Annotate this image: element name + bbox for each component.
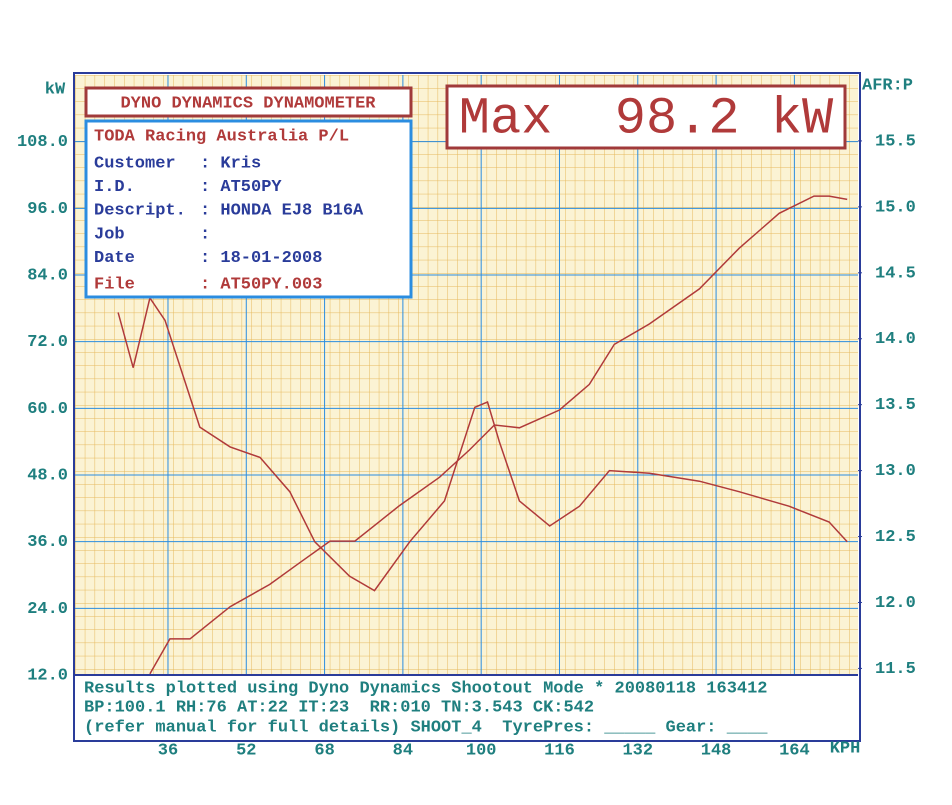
info-box xyxy=(84,119,413,299)
y2-tick-label: 13.0 xyxy=(875,462,916,481)
y-axis-label: kW xyxy=(45,80,66,99)
x-tick-label: 100 xyxy=(466,741,497,760)
footer-line: BP:100.1 RH:76 AT:22 IT:23 RR:010 TN:3.5… xyxy=(84,698,594,717)
y2-tick-label: 12.0 xyxy=(875,594,916,613)
lines xyxy=(117,195,848,675)
info-value: : AT50PY.003 xyxy=(200,275,322,294)
y-tick-label: 108.0 xyxy=(17,133,68,152)
info-label: Job xyxy=(94,225,125,244)
x-tick-label: 116 xyxy=(544,741,575,760)
info-label: Customer xyxy=(94,154,176,173)
y2-tick-label: 14.0 xyxy=(875,330,916,349)
footer-line: Results plotted using Dyno Dynamics Shoo… xyxy=(84,679,768,698)
series-line xyxy=(117,296,848,592)
footer-line: (refer manual for full details) SHOOT_4 … xyxy=(84,718,768,737)
y2-tick-label: 13.5 xyxy=(875,396,916,415)
x-tick-label: 84 xyxy=(393,741,413,760)
y2-tick-label: 11.5 xyxy=(875,660,916,679)
x-tick-label: 36 xyxy=(158,741,178,760)
info-value: : 18-01-2008 xyxy=(200,249,322,268)
y-tick-label: 84.0 xyxy=(27,266,68,285)
x-axis-label: KPH xyxy=(830,739,861,758)
max-box xyxy=(445,84,847,150)
y2-tick-label: 14.5 xyxy=(875,264,916,283)
frame xyxy=(73,72,861,742)
y2-axis-label: AFR:P xyxy=(862,76,913,95)
y-tick-label: 36.0 xyxy=(27,533,68,552)
x-tick-label: 148 xyxy=(701,741,732,760)
info-label: I.D. xyxy=(94,178,135,197)
y-tick-label: 60.0 xyxy=(27,400,68,419)
y-tick-label: 12.0 xyxy=(27,666,68,685)
x-tick-label: 52 xyxy=(236,741,256,760)
max-label: Max 98.2 kW xyxy=(459,90,834,149)
info-value: : Kris xyxy=(200,154,261,173)
info-label: File xyxy=(94,275,135,294)
info-value: : AT50PY xyxy=(200,178,282,197)
info-title: TODA Racing Australia P/L xyxy=(94,127,349,146)
info-label: Descript. xyxy=(94,202,186,221)
x-tick-label: 68 xyxy=(314,741,334,760)
y2-tick-label: 12.5 xyxy=(875,528,916,547)
y-tick-label: 24.0 xyxy=(27,600,68,619)
info-rows: Customer : Kris I.D. : AT50PY Descript. : HON… xyxy=(94,154,364,294)
header: DYNO DYNAMICS DYNAMOMETER xyxy=(120,94,376,113)
y2-tick-label: 15.0 xyxy=(875,198,916,217)
info-value: : HONDA EJ8 B16A xyxy=(200,202,364,221)
x-tick-label: 164 xyxy=(779,741,810,760)
x-tick-label: 132 xyxy=(622,741,653,760)
y-tick-label: 48.0 xyxy=(27,466,68,485)
y2-tick-label: 15.5 xyxy=(875,132,916,151)
header-box xyxy=(84,86,413,118)
y-tick-label: 96.0 xyxy=(27,200,68,219)
y-tick-label: 72.0 xyxy=(27,333,68,352)
info-value: : xyxy=(200,225,210,244)
info-label: Date xyxy=(94,249,135,268)
